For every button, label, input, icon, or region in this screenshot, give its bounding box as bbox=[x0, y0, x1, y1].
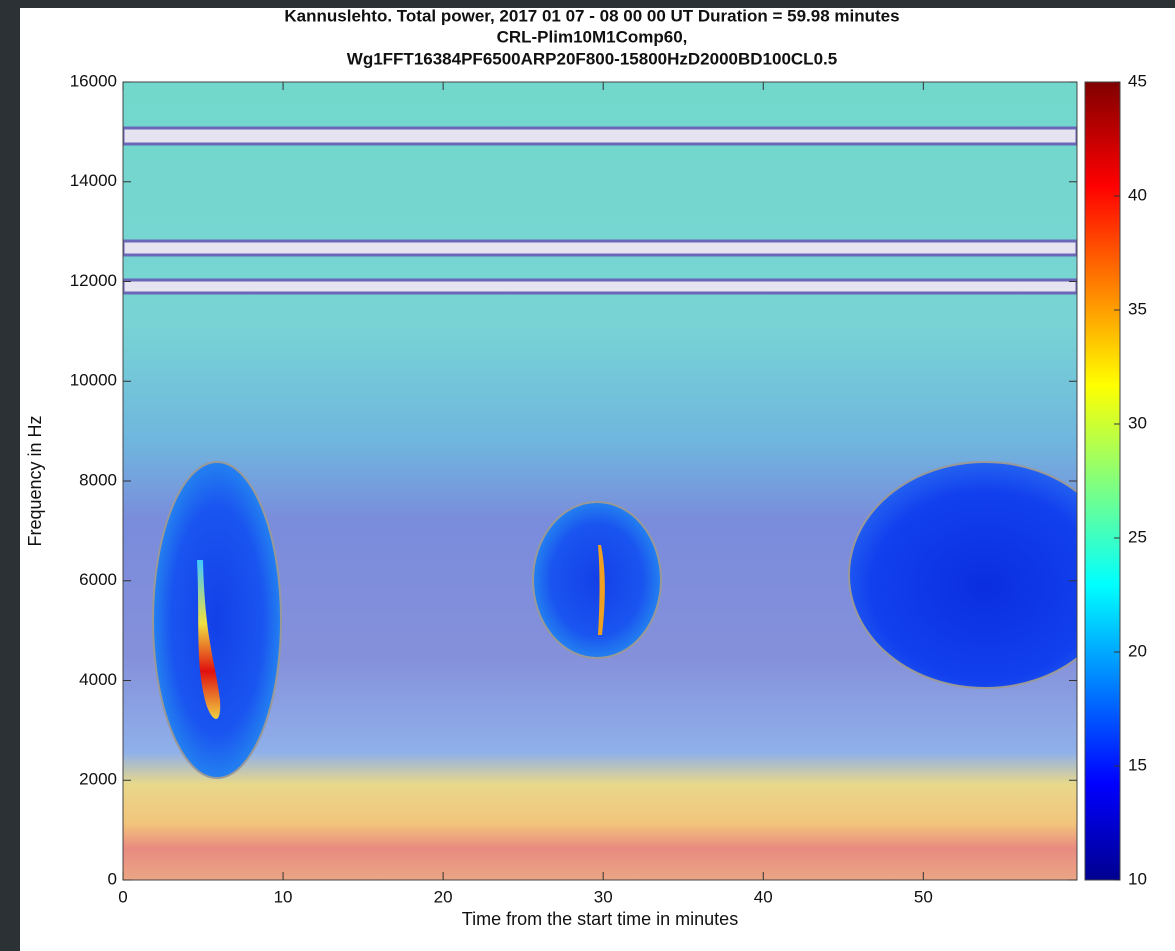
y-tick-label: 8000 bbox=[79, 470, 117, 489]
y-tick-label: 16000 bbox=[70, 71, 117, 90]
blank-band bbox=[123, 239, 1077, 257]
colorbar-tick-label: 20 bbox=[1128, 641, 1147, 660]
x-tick-label: 30 bbox=[594, 887, 613, 906]
y-tick-label: 6000 bbox=[79, 570, 117, 589]
x-tick-label: 20 bbox=[434, 887, 453, 906]
y-tick-label: 12000 bbox=[70, 271, 117, 290]
chart-title: Kannuslehto. Total power, 2017 01 07 - 0… bbox=[284, 6, 899, 25]
whistler-trace bbox=[598, 545, 605, 635]
blank-band bbox=[123, 126, 1077, 146]
chart-subtitle: Wg1FFT16384PF6500ARP20F800-15800HzD2000B… bbox=[347, 49, 837, 68]
x-tick-label: 10 bbox=[274, 887, 293, 906]
colorbar-tick-label: 40 bbox=[1128, 185, 1147, 204]
highlight-ellipse bbox=[532, 501, 662, 659]
colorbar bbox=[1084, 81, 1121, 881]
whistler-trace bbox=[197, 560, 221, 719]
x-tick-label: 40 bbox=[754, 887, 773, 906]
colorbar-tick-label: 10 bbox=[1128, 869, 1147, 888]
x-tick-label: 50 bbox=[914, 887, 933, 906]
highlight-ellipse bbox=[848, 461, 1077, 689]
spectrogram bbox=[123, 82, 1077, 880]
colorbar-tick-label: 35 bbox=[1128, 299, 1147, 318]
y-tick-label: 14000 bbox=[70, 171, 117, 190]
colorbar-tick-label: 45 bbox=[1128, 71, 1147, 90]
blank-band bbox=[123, 278, 1077, 295]
y-axis-label: Frequency in Hz bbox=[25, 415, 45, 546]
highlight-ellipse bbox=[152, 461, 282, 779]
colorbar-tick-label: 15 bbox=[1128, 755, 1147, 774]
y-tick-label: 10000 bbox=[70, 371, 117, 390]
x-tick-label: 0 bbox=[118, 887, 127, 906]
colorbar-tick-label: 25 bbox=[1128, 527, 1147, 546]
x-axis-label: Time from the start time in minutes bbox=[462, 909, 738, 929]
chart-subtitle: CRL-Plim10M1Comp60, bbox=[497, 27, 688, 46]
y-tick-label: 0 bbox=[108, 869, 117, 888]
y-tick-label: 4000 bbox=[79, 670, 117, 689]
y-tick-label: 2000 bbox=[79, 770, 117, 789]
colorbar-tick-label: 30 bbox=[1128, 413, 1147, 432]
